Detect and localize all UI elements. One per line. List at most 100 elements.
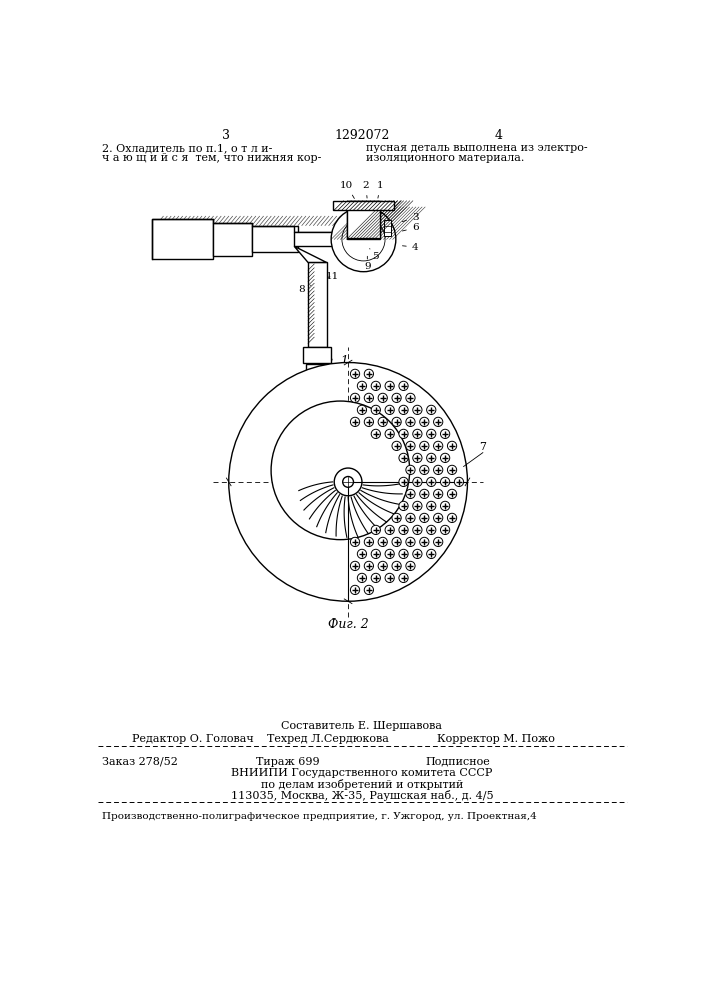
Circle shape (426, 429, 436, 439)
Circle shape (399, 549, 408, 559)
Circle shape (420, 489, 429, 499)
Circle shape (413, 549, 422, 559)
Circle shape (385, 525, 395, 535)
Circle shape (399, 381, 408, 390)
Circle shape (455, 477, 464, 487)
Circle shape (357, 381, 366, 390)
Circle shape (399, 405, 408, 415)
Text: Фиг. 2: Фиг. 2 (328, 618, 368, 631)
Circle shape (351, 393, 360, 403)
Circle shape (351, 585, 360, 595)
Circle shape (385, 429, 395, 439)
Circle shape (357, 573, 366, 583)
Circle shape (406, 561, 415, 571)
Circle shape (357, 405, 366, 415)
Bar (383, 220, 391, 235)
Circle shape (440, 453, 450, 463)
Circle shape (371, 573, 380, 583)
Circle shape (440, 477, 450, 487)
Circle shape (364, 537, 373, 547)
Bar (152, 219, 214, 259)
Circle shape (426, 549, 436, 559)
Circle shape (448, 441, 457, 451)
Circle shape (364, 393, 373, 403)
Circle shape (440, 525, 450, 535)
Circle shape (433, 513, 443, 523)
Circle shape (364, 417, 373, 427)
Text: 3: 3 (223, 129, 230, 142)
Text: 113035, Москва, Ж-35, Раушская наб., д. 4/5: 113035, Москва, Ж-35, Раушская наб., д. … (230, 790, 493, 801)
Circle shape (392, 417, 402, 427)
Circle shape (440, 429, 450, 439)
Circle shape (351, 369, 360, 378)
Circle shape (371, 549, 380, 559)
Circle shape (399, 501, 408, 511)
Text: 4: 4 (494, 129, 502, 142)
Text: Корректор М. Пожо: Корректор М. Пожо (437, 734, 554, 744)
Circle shape (378, 417, 387, 427)
Circle shape (342, 218, 385, 261)
Circle shape (371, 405, 380, 415)
Circle shape (420, 417, 429, 427)
Circle shape (413, 477, 422, 487)
Circle shape (413, 453, 422, 463)
Bar (303, 347, 331, 363)
Circle shape (385, 549, 395, 559)
Polygon shape (294, 246, 327, 262)
Text: 2: 2 (363, 181, 369, 198)
Text: по делам изобретений и открытий: по делам изобретений и открытий (261, 779, 463, 790)
Circle shape (392, 513, 402, 523)
Circle shape (399, 573, 408, 583)
Circle shape (371, 525, 380, 535)
Bar (305, 364, 329, 375)
Circle shape (399, 525, 408, 535)
Circle shape (448, 489, 457, 499)
Circle shape (351, 417, 360, 427)
Bar (333, 201, 395, 210)
Circle shape (371, 429, 380, 439)
Circle shape (448, 465, 457, 475)
Circle shape (392, 537, 402, 547)
Circle shape (426, 525, 436, 535)
Circle shape (378, 393, 387, 403)
Circle shape (426, 501, 436, 511)
Bar (214, 223, 252, 256)
Circle shape (351, 561, 360, 571)
Bar (294, 232, 337, 246)
Bar (252, 226, 298, 252)
Circle shape (433, 465, 443, 475)
Circle shape (371, 381, 380, 390)
Text: 10: 10 (340, 181, 354, 198)
Circle shape (433, 441, 443, 451)
Text: пусная деталь выполнена из электро-: пусная деталь выполнена из электро- (366, 143, 588, 153)
Text: 4: 4 (402, 243, 419, 252)
Circle shape (413, 525, 422, 535)
Circle shape (343, 477, 354, 487)
Text: 8: 8 (298, 285, 311, 294)
Circle shape (378, 561, 387, 571)
Circle shape (385, 381, 395, 390)
Circle shape (413, 501, 422, 511)
Text: 1: 1 (377, 181, 384, 198)
Bar (308, 262, 327, 347)
Text: Составитель Е. Шершавова: Составитель Е. Шершавова (281, 721, 443, 731)
Circle shape (392, 393, 402, 403)
Text: Редактор О. Головач: Редактор О. Головач (132, 734, 255, 744)
Text: ВНИИПИ Государственного комитета СССР: ВНИИПИ Государственного комитета СССР (231, 768, 493, 778)
Text: 6: 6 (402, 223, 419, 232)
Text: Подписное: Подписное (425, 757, 490, 767)
Text: Техред Л.Сердюкова: Техред Л.Сердюкова (267, 734, 389, 744)
Circle shape (413, 405, 422, 415)
Circle shape (426, 453, 436, 463)
Circle shape (364, 585, 373, 595)
Circle shape (364, 561, 373, 571)
Circle shape (433, 489, 443, 499)
Circle shape (331, 207, 396, 272)
Circle shape (433, 417, 443, 427)
Circle shape (392, 561, 402, 571)
Circle shape (271, 401, 409, 540)
Circle shape (420, 513, 429, 523)
Circle shape (364, 369, 373, 378)
Text: 7: 7 (479, 442, 486, 452)
Circle shape (406, 513, 415, 523)
